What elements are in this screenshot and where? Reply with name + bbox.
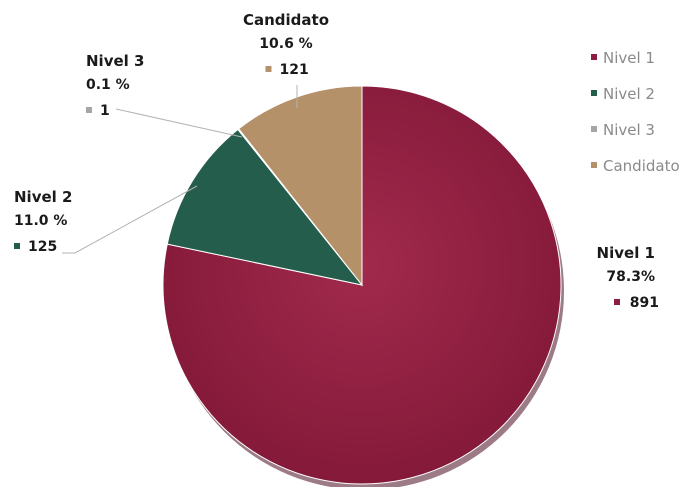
data-label-percent-candidato: 10.6 % [259,36,312,52]
legend-swatch-nivel-2 [591,90,597,96]
legend-label-nivel-3: Nivel 3 [603,121,655,139]
legend-label-nivel-2: Nivel 2 [603,85,655,103]
data-label-marker-nivel-2 [14,243,20,249]
data-label-value-nivel-2: 125 [28,239,57,255]
data-label-value-candidato: 121 [280,62,309,78]
legend-label-nivel-1: Nivel 1 [603,49,655,67]
leader-line-nivel-3 [115,108,243,138]
pie-slices [162,85,562,485]
data-label-value-nivel-1: 891 [630,295,659,311]
data-label-percent-nivel-1: 78.3% [606,269,655,285]
data-label-value-nivel-3: 1 [100,103,110,119]
legend-swatch-candidato [591,162,597,168]
legend-swatch-nivel-3 [591,126,597,132]
data-label-marker-nivel-1 [614,299,620,305]
leader-lines [62,85,298,254]
data-label-percent-nivel-3: 0.1 % [86,77,130,93]
legend-label-candidato: Candidato [603,157,680,175]
data-labels: Nivel 1 78.3% 891 Nivel 2 11.0 % 125 Nivel 3 0.… [14,11,659,311]
data-label-percent-nivel-2: 11.0 % [14,213,67,229]
data-label-name-nivel-3: Nivel 3 [86,52,144,70]
data-label-marker-nivel-3 [86,107,92,113]
leader-line-nivel-2 [62,185,198,254]
data-label-name-candidato: Candidato [243,11,329,29]
data-label-name-nivel-1: Nivel 1 [597,244,655,262]
legend: Nivel 1 Nivel 2 Nivel 3 Candidato [591,49,680,175]
data-label-name-nivel-2: Nivel 2 [14,188,72,206]
legend-swatch-nivel-1 [591,54,597,60]
data-label-marker-candidato [265,66,272,72]
